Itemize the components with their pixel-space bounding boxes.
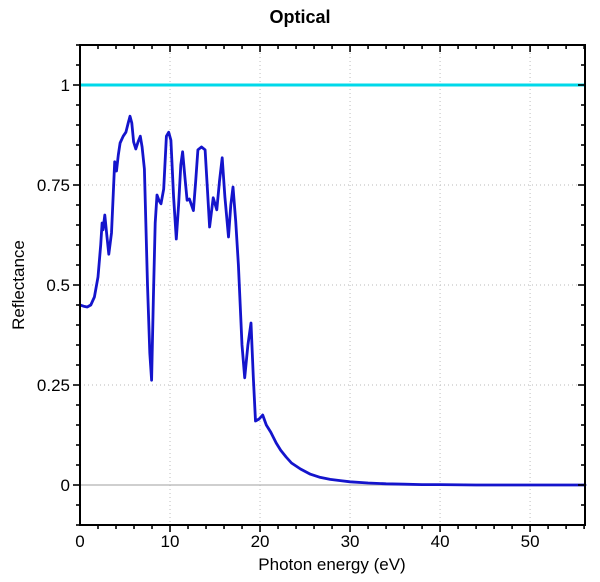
x-tick-label: 50 <box>521 532 540 551</box>
x-tick-label: 40 <box>431 532 450 551</box>
x-tick-label: 10 <box>161 532 180 551</box>
y-tick-label: 0.5 <box>46 276 70 295</box>
x-axis-title: Photon energy (eV) <box>258 555 406 574</box>
x-tick-label: 0 <box>75 532 84 551</box>
chart-title: Optical <box>269 7 331 27</box>
reflectance-curve <box>78 114 587 487</box>
y-tick-label: 0.25 <box>37 376 70 395</box>
y-tick-label: 0 <box>61 476 70 495</box>
x-tick-label: 20 <box>251 532 270 551</box>
x-tick-label: 30 <box>341 532 360 551</box>
y-tick-label: 1 <box>61 76 70 95</box>
y-tick-label: 0.75 <box>37 176 70 195</box>
